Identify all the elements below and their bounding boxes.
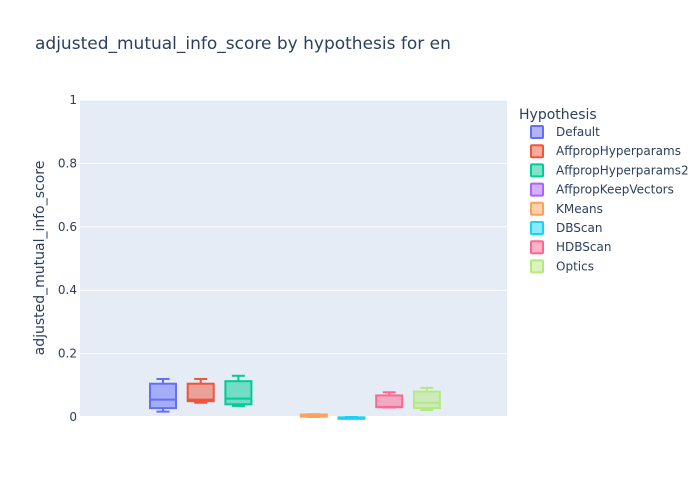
y-tick-label: 1 bbox=[69, 93, 77, 107]
legend-item-kmeans[interactable]: KMeans bbox=[530, 201, 603, 216]
iqr-box bbox=[224, 380, 253, 406]
box-hdbscan bbox=[375, 391, 404, 409]
iqr-box bbox=[149, 382, 177, 410]
legend-swatch bbox=[530, 240, 544, 255]
legend-swatch bbox=[530, 125, 544, 139]
boxes bbox=[149, 374, 441, 420]
y-axis-title: adjusted_mutual_info_score bbox=[32, 161, 48, 356]
legend-label: AffpropHyperparams bbox=[556, 144, 681, 158]
box-affprophyperparams bbox=[186, 377, 215, 404]
legend-swatch bbox=[530, 201, 544, 216]
legend-label: Optics bbox=[556, 259, 594, 273]
legend-label: KMeans bbox=[556, 202, 603, 216]
y-tick-label: 0.6 bbox=[58, 220, 77, 234]
box-dbscan bbox=[337, 416, 366, 420]
iqr-box bbox=[412, 390, 441, 410]
legend-label: DBScan bbox=[556, 221, 602, 235]
legend-item-hdbscan[interactable]: HDBScan bbox=[530, 240, 611, 255]
y-tick-label: 0.8 bbox=[58, 156, 77, 170]
y-tick-label: 0.4 bbox=[58, 283, 77, 297]
legend-item-optics[interactable]: Optics bbox=[530, 259, 594, 274]
box-affprophyperparams2 bbox=[224, 374, 253, 407]
legend-label: AffpropKeepVectors bbox=[556, 183, 674, 197]
chart-title: adjusted_mutual_info_score by hypothesis… bbox=[35, 34, 451, 54]
box-optics bbox=[412, 386, 441, 412]
legend-title: Hypothesis bbox=[519, 107, 597, 123]
legend: Default AffpropHyperparams AffpropHyperpar… bbox=[530, 125, 689, 274]
legend-label: HDBScan bbox=[556, 240, 611, 254]
legend-swatch bbox=[530, 182, 544, 197]
legend-item-default[interactable]: Default bbox=[530, 125, 600, 139]
legend-item-dbscan[interactable]: DBScan bbox=[530, 221, 602, 235]
iqr-box bbox=[186, 382, 215, 403]
legend-item-affprophyperparams2[interactable]: AffpropHyperparams2 bbox=[530, 163, 689, 178]
box-default bbox=[149, 377, 177, 413]
legend-swatch bbox=[530, 144, 544, 159]
legend-label: Default bbox=[556, 125, 600, 139]
legend-swatch bbox=[530, 163, 544, 178]
legend-item-affprophyperparams[interactable]: AffpropHyperparams bbox=[530, 144, 681, 159]
legend-swatch bbox=[530, 221, 544, 235]
y-tick-label: 0 bbox=[69, 410, 77, 424]
y-axis-ticks: 0 0.2 0.4 0.6 0.8 1 bbox=[58, 93, 77, 424]
gridlines bbox=[80, 99, 507, 418]
y-tick-label: 0.2 bbox=[58, 347, 77, 361]
legend-label: AffpropHyperparams2 bbox=[556, 163, 689, 177]
iqr-box bbox=[375, 394, 404, 409]
legend-item-affpropkeepvectors[interactable]: AffpropKeepVectors bbox=[530, 182, 674, 197]
plot-area bbox=[80, 100, 507, 417]
box-kmeans bbox=[299, 413, 328, 418]
legend-swatch bbox=[530, 259, 544, 274]
